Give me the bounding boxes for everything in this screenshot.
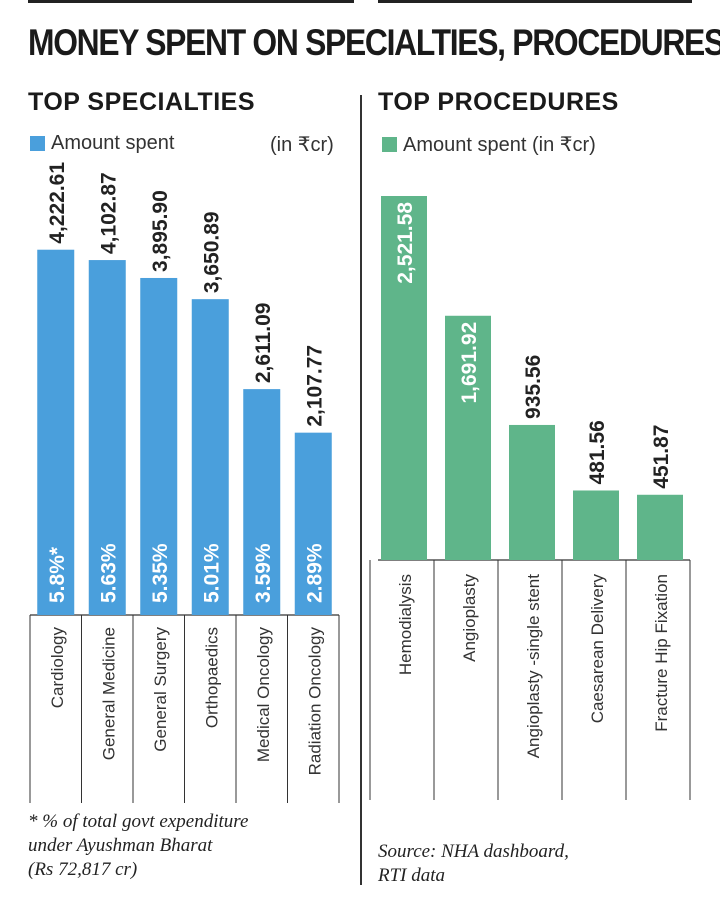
specialties-category-label: Cardiology [48,627,67,709]
specialties-share-label: 5.8%* [46,546,69,603]
procedures-value-label: 451.87 [650,425,673,489]
procedures-category-label: Hemodialysis [396,574,415,675]
procedures-bar [509,424,555,560]
specialties-bar [88,260,126,615]
column-divider [360,95,362,885]
specialties-legend: Amount spent [30,132,174,155]
footnote-line-3: (Rs 72,817 cr) [28,859,138,880]
footnote-line-1: * % of total govt expenditure [28,811,249,832]
specialties-category-label: Orthopaedics [202,627,221,728]
specialties-bar [140,277,178,615]
specialties-category-label: Medical Oncology [254,627,273,763]
specialties-legend-swatch [30,136,45,151]
procedures-value-label: 481.56 [586,420,609,484]
procedures-category-label: Angioplasty [460,574,479,662]
top-rule-right [378,0,692,3]
procedures-value-label: 1,691.92 [458,322,481,404]
specialties-value-label: 3,895.90 [149,190,172,272]
specialties-bar [243,389,281,615]
source-line-1: Source: NHA dashboard, [378,841,569,862]
procedures-category-label: Fracture Hip Fixation [652,574,671,732]
specialties-share-label: 5.35% [149,543,172,603]
specialties-value-label: 4,222.61 [46,162,69,244]
specialties-heading: TOP SPECIALTIES [28,88,255,116]
specialties-share-label: 5.63% [97,543,120,603]
procedures-category-label: Caesarean Delivery [588,574,607,724]
specialties-footnote: * % of total govt expenditure under Ayus… [28,810,248,882]
procedures-source: Source: NHA dashboard, RTI data [378,840,569,888]
footnote-line-2: under Ayushman Bharat [28,835,213,856]
specialties-share-label: 3.59% [252,543,275,603]
procedures-bar [381,196,427,560]
specialties-value-label: 3,650.89 [200,211,223,293]
specialties-share-label: 2.89% [303,543,326,603]
specialties-category-label: General Medicine [99,627,118,760]
specialties-unit: (in ₹cr) [270,134,334,156]
procedures-legend-label: Amount spent (in ₹cr) [403,134,596,156]
procedures-legend-swatch [382,137,397,152]
specialties-value-label: 4,102.87 [97,172,120,254]
specialties-bar [37,249,75,615]
top-rule-left [28,0,354,3]
specialties-value-label: 2,611.09 [252,303,275,384]
procedures-value-label: 2,521.58 [394,202,417,284]
procedures-bar [445,315,491,560]
specialties-category-label: Radiation Oncology [305,627,324,776]
specialties-bar [294,432,332,615]
specialties-legend-label: Amount spent [51,132,175,154]
specialties-bar [191,299,229,615]
procedures-legend: Amount spent (in ₹cr) [382,132,596,157]
procedures-bar [573,490,619,560]
specialties-category-label: General Surgery [151,627,170,752]
specialties-value-label: 2,107.77 [303,345,326,427]
procedures-value-label: 935.56 [522,355,545,419]
procedures-bar [637,494,683,560]
procedures-category-label: Angioplasty -single stent [524,574,543,759]
source-line-2: RTI data [378,865,446,886]
main-title: MONEY SPENT ON SPECIALTIES, PROCEDURES [28,22,720,63]
specialties-share-label: 5.01% [200,543,223,603]
procedures-heading: TOP PROCEDURES [378,88,619,116]
